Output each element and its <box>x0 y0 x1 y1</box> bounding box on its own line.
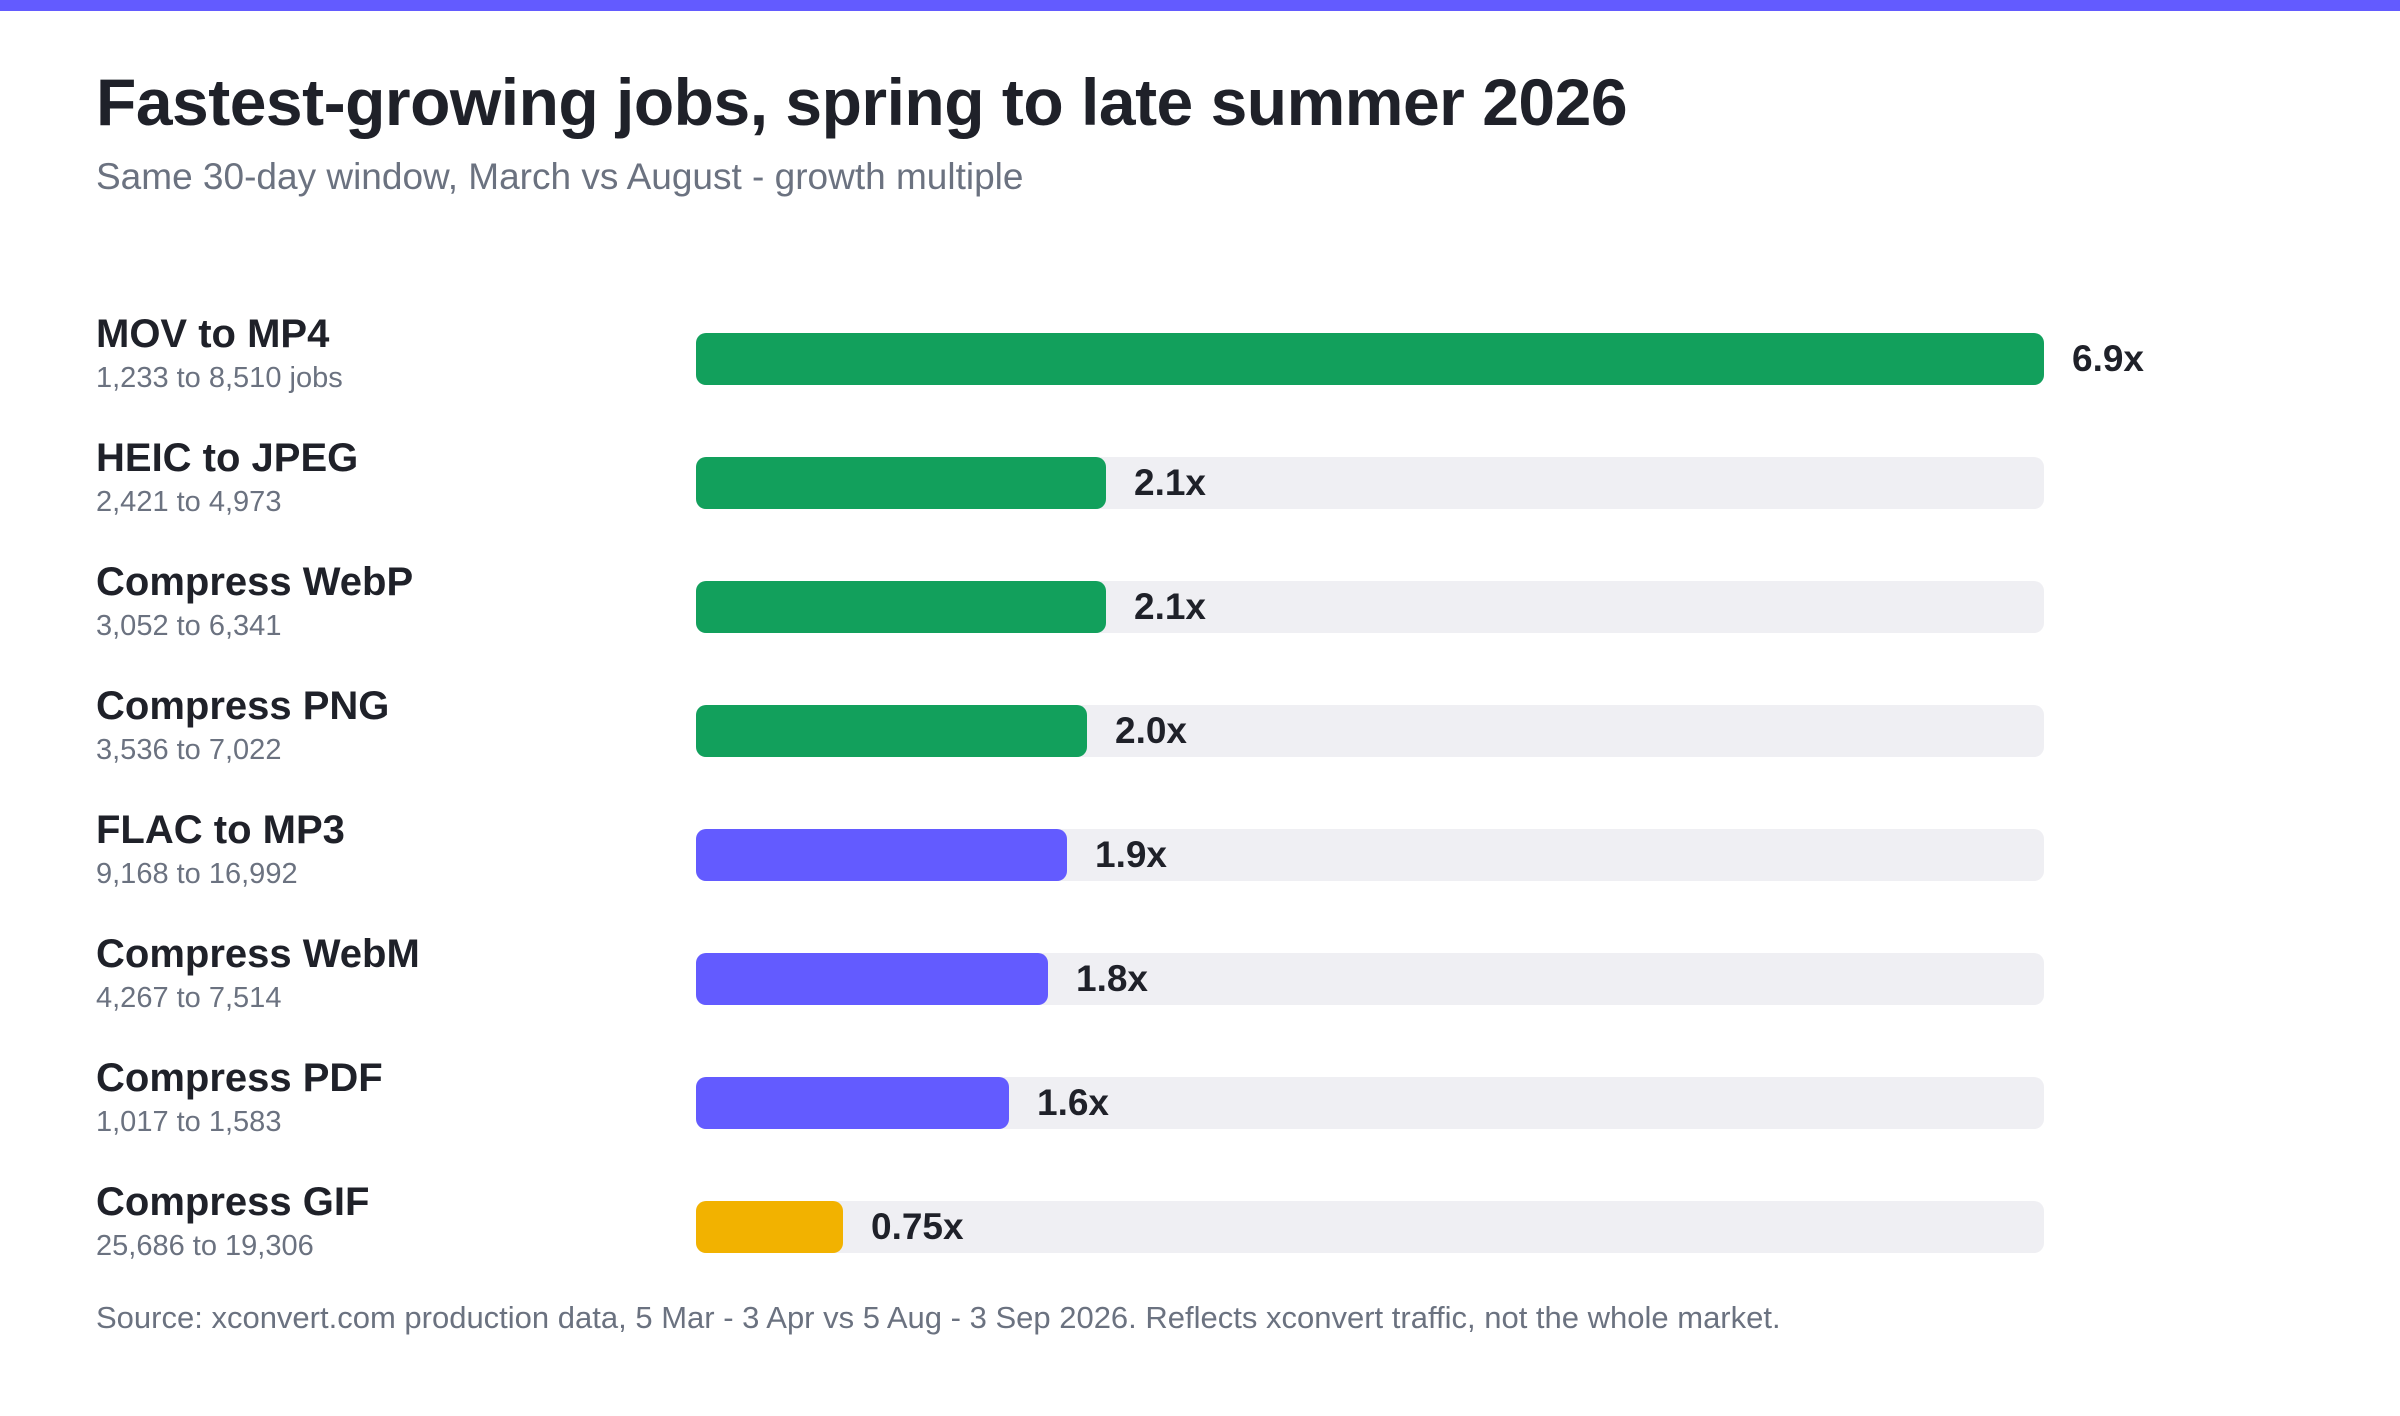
bar <box>696 1201 843 1253</box>
category-detail: 4,267 to 7,514 <box>96 982 282 1014</box>
value-label: 2.0x <box>1115 710 1188 751</box>
bar <box>696 953 1048 1005</box>
chart-row: Compress PDF 1,017 to 1,583 1.6x <box>0 1056 2400 1180</box>
chart-row: Compress WebP 3,052 to 6,341 2.1x <box>0 560 2400 684</box>
chart-row: Compress PNG 3,536 to 7,022 2.0x <box>0 684 2400 808</box>
bar <box>696 705 1087 757</box>
top-accent-bar <box>0 0 2400 11</box>
value-label: 1.8x <box>1076 958 1149 999</box>
category-label: Compress WebP <box>96 560 414 604</box>
bar <box>696 333 2044 385</box>
value-label: 2.1x <box>1134 586 1207 627</box>
bar <box>696 581 1106 633</box>
category-detail: 1,233 to 8,510 jobs <box>96 362 343 394</box>
category-label: FLAC to MP3 <box>96 808 345 852</box>
chart-row: Compress WebM 4,267 to 7,514 1.8x <box>0 932 2400 1056</box>
category-label: Compress WebM <box>96 932 420 976</box>
value-label: 2.1x <box>1134 462 1207 503</box>
category-detail: 3,536 to 7,022 <box>96 734 282 766</box>
value-label: 0.75x <box>871 1206 964 1247</box>
category-detail: 9,168 to 16,992 <box>96 858 298 890</box>
bar <box>696 457 1106 509</box>
value-label: 6.9x <box>2072 338 2145 379</box>
category-label: HEIC to JPEG <box>96 436 359 480</box>
category-detail: 1,017 to 1,583 <box>96 1106 282 1138</box>
chart-row: HEIC to JPEG 2,421 to 4,973 2.1x <box>0 436 2400 560</box>
category-label: Compress PDF <box>96 1056 383 1100</box>
category-label: Compress GIF <box>96 1180 370 1224</box>
chart-row: FLAC to MP3 9,168 to 16,992 1.9x <box>0 808 2400 932</box>
source-note: Source: xconvert.com production data, 5 … <box>96 1300 1781 1335</box>
chart-subtitle: Same 30-day window, March vs August - gr… <box>96 156 1024 197</box>
bar <box>696 1077 1009 1129</box>
category-label: Compress PNG <box>96 684 390 728</box>
bar-track <box>696 1201 2044 1253</box>
chart-title: Fastest-growing jobs, spring to late sum… <box>96 65 1628 139</box>
category-detail: 2,421 to 4,973 <box>96 486 282 518</box>
category-label: MOV to MP4 <box>96 312 330 356</box>
chart-row: MOV to MP4 1,233 to 8,510 jobs 6.9x <box>0 312 2400 436</box>
category-detail: 3,052 to 6,341 <box>96 610 282 642</box>
value-label: 1.9x <box>1095 834 1168 875</box>
bar <box>696 829 1067 881</box>
category-detail: 25,686 to 19,306 <box>96 1230 314 1262</box>
chart-row: Compress GIF 25,686 to 19,306 0.75x <box>0 1180 2400 1304</box>
value-label: 1.6x <box>1037 1082 1110 1123</box>
